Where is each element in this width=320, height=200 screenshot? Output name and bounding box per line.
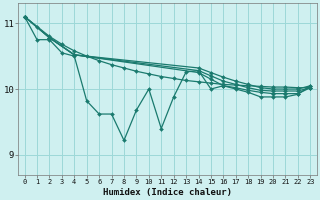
X-axis label: Humidex (Indice chaleur): Humidex (Indice chaleur): [103, 188, 232, 197]
